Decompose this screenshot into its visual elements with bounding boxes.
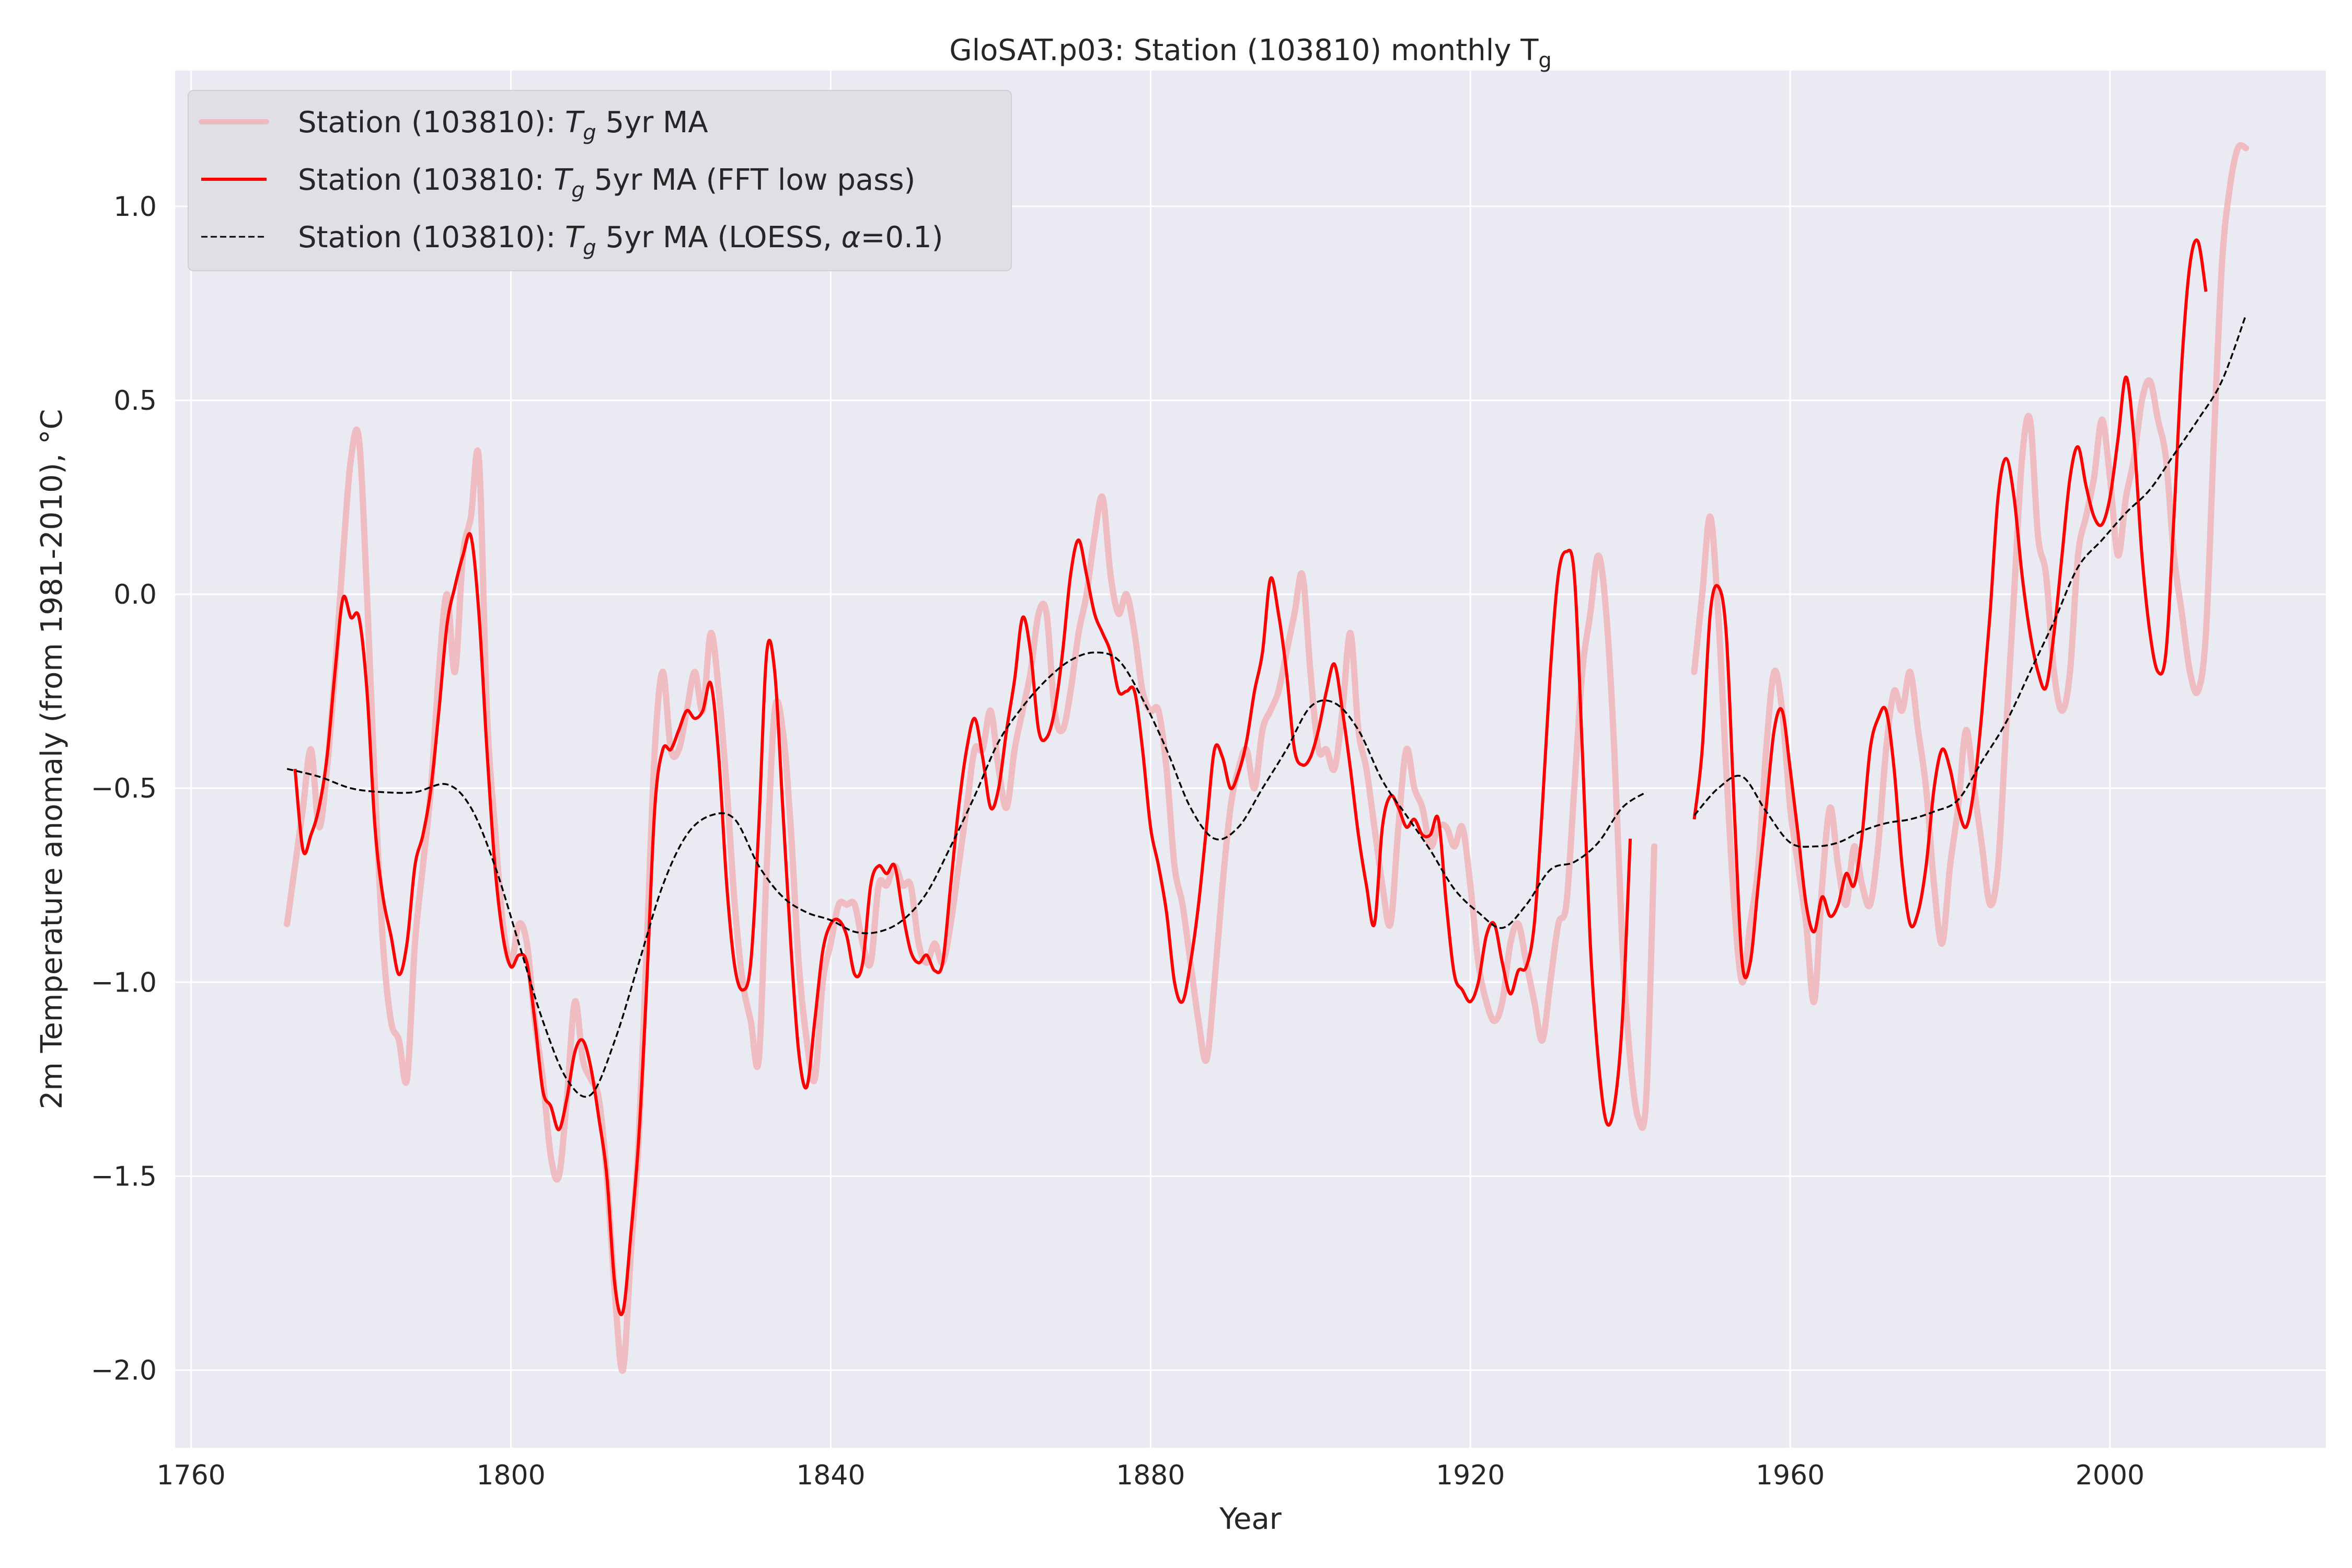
series-loess (286, 651, 1647, 1098)
x-tick-label: 1760 (156, 1460, 225, 1491)
series-fft-low-pass (293, 532, 1632, 1317)
y-tick-label: −0.5 (91, 773, 157, 804)
y-tick-label: 0.5 (113, 385, 157, 417)
chart-title-main: GloSAT.p03: Station (103810) monthly T (949, 33, 1539, 67)
legend-entry-label: Station (103810): Tg 5yr MA (298, 106, 708, 145)
legend: Station (103810): Tg 5yr MA Station (1038… (188, 90, 1012, 271)
x-tick-label: 1800 (476, 1460, 545, 1491)
chart-title: GloSAT.p03: Station (103810) monthly Tg (949, 33, 1552, 73)
tick-labels: 1760 1800 1840 1880 1920 1960 2000 −2.0 −1.5 −1.0… (91, 191, 2145, 1491)
x-tick-label: 1880 (1116, 1460, 1185, 1491)
series-fft-low-pass (1692, 238, 2208, 979)
x-axis-label: Year (1219, 1502, 1282, 1536)
chart-title-subscript: g (1538, 49, 1551, 73)
x-tick-label: 2000 (2076, 1460, 2145, 1491)
y-axis-label: 2m Temperature anomaly (from 1981-2010),… (35, 409, 69, 1110)
series-5yr-ma (1691, 142, 2250, 1006)
y-tick-label: 0.0 (113, 579, 157, 610)
y-tick-label: 1.0 (113, 191, 157, 223)
legend-entry-label: Station (103810: Tg 5yr MA (FFT low pass… (298, 163, 915, 202)
series-loess (1693, 315, 2247, 848)
x-tick-label: 1840 (796, 1460, 865, 1491)
legend-box (188, 90, 1012, 271)
series-group (284, 142, 2250, 1374)
x-tick-label: 1920 (1436, 1460, 1505, 1491)
legend-entry-label: Station (103810): Tg 5yr MA (LOESS, α=0.… (298, 221, 943, 260)
y-tick-label: −1.0 (91, 967, 157, 998)
y-tick-label: −1.5 (91, 1161, 157, 1192)
x-tick-label: 1960 (1756, 1460, 1825, 1491)
y-tick-label: −2.0 (91, 1355, 157, 1387)
